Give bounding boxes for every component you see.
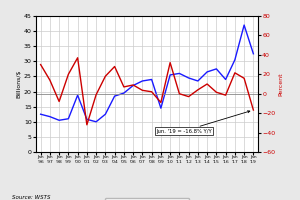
Y-axis label: Percent: Percent (278, 72, 283, 96)
Legend: Revenue, Y/Y % Change: Revenue, Y/Y % Change (104, 198, 190, 200)
Text: Source: WSTS: Source: WSTS (12, 195, 50, 200)
Text: Jun. '19 = -16.8% Y/Y: Jun. '19 = -16.8% Y/Y (156, 111, 250, 134)
Y-axis label: Billions/$: Billions/$ (16, 70, 21, 98)
